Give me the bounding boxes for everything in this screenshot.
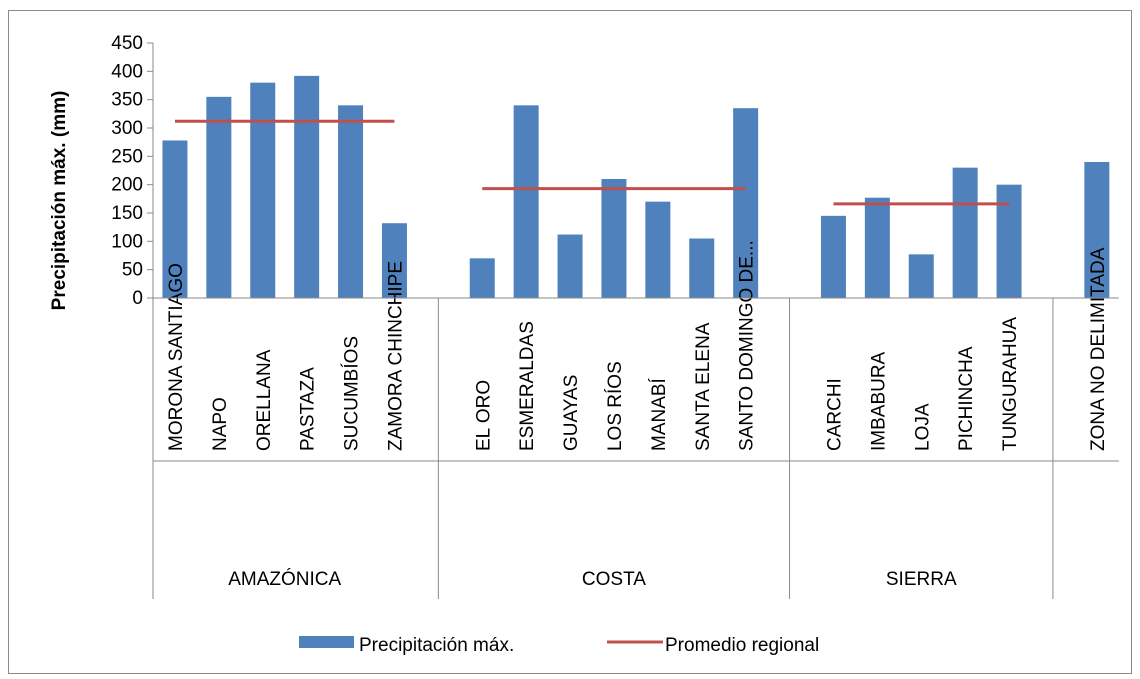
bar <box>469 258 495 298</box>
bar <box>250 82 276 299</box>
group-label: COSTA <box>582 569 646 590</box>
group-label: SIERRA <box>886 569 957 590</box>
bar <box>733 108 759 299</box>
y-axis: 0 50 100 150 200 250 300 350 400 450 <box>111 33 154 309</box>
bars <box>162 75 1110 299</box>
bar <box>820 215 846 298</box>
bar <box>206 96 232 298</box>
bar <box>1084 162 1110 298</box>
category-label: ESMERALDAS <box>517 321 538 451</box>
category-label: PASTAZA <box>298 367 319 451</box>
category-label: ZAMORA CHINCHIPE <box>385 261 406 451</box>
y-tick-label: 50 <box>122 260 143 281</box>
category-label: PICHINCHA <box>956 346 977 451</box>
legend: Precipitación máx. Promedio regional <box>299 635 819 656</box>
bar <box>162 140 188 298</box>
category-label: ORELLANA <box>254 349 275 451</box>
bar <box>513 105 539 298</box>
category-label: IMBABURA <box>868 351 889 451</box>
category-label: MANABÍ <box>649 377 670 451</box>
bar <box>864 197 890 298</box>
bar <box>601 179 627 298</box>
y-tick-label: 150 <box>111 203 143 224</box>
category-label: GUAYAS <box>561 375 582 451</box>
bar <box>689 238 715 298</box>
legend-label-line: Promedio regional <box>665 635 819 656</box>
category-label: TUNGURAHUA <box>1000 317 1021 451</box>
category-label: LOJA <box>912 403 933 451</box>
y-tick-label: 300 <box>111 118 143 139</box>
legend-label-bar: Precipitación máx. <box>359 635 514 656</box>
bar <box>381 223 407 298</box>
y-tick-label: 0 <box>132 288 143 309</box>
y-tick-label: 450 <box>111 33 143 54</box>
y-tick-label: 100 <box>111 231 143 252</box>
category-label: ZONA NO DELIMITADA <box>1088 247 1109 451</box>
category-label: CARCHI <box>824 378 845 451</box>
bar <box>645 201 671 298</box>
category-label: SUCUMBÍOS <box>342 336 363 451</box>
bar <box>338 105 364 298</box>
y-tick-label: 200 <box>111 175 143 196</box>
y-tick-label: 250 <box>111 146 143 167</box>
chart-svg: 0 50 100 150 200 250 300 350 400 450 MORONA SANTI… <box>49 33 1119 656</box>
bar <box>908 254 934 298</box>
category-label: MORONA SANTIAGO <box>166 263 187 451</box>
bar <box>557 234 583 298</box>
legend-swatch-bar <box>299 636 354 648</box>
y-tick-label: 400 <box>111 61 143 82</box>
bar <box>996 184 1022 298</box>
category-label: LOS RÍOS <box>605 361 626 451</box>
regional-average-lines <box>174 119 1010 206</box>
x-axis: MORONA SANTIAGO NAPO ORELLANA PASTAZA SUCUMB… <box>152 240 1119 599</box>
bar <box>952 167 978 298</box>
y-axis-title: Precipitación máx. (mm) <box>49 91 70 311</box>
category-label: SANTA ELENA <box>693 322 714 451</box>
bar <box>294 75 320 298</box>
group-label: AMAZÓNICA <box>228 568 341 590</box>
chart-frame: 0 50 100 150 200 250 300 350 400 450 MORONA SANTI… <box>8 10 1132 674</box>
category-label: SANTO DOMINGO DE... <box>737 240 758 451</box>
y-tick-label: 350 <box>111 90 143 111</box>
category-label: EL ORO <box>473 380 494 451</box>
category-label: NAPO <box>210 397 231 451</box>
